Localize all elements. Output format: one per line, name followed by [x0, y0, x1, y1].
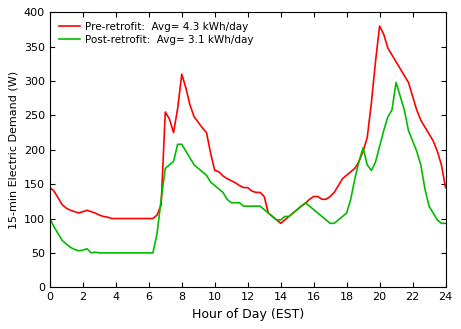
X-axis label: Hour of Day (EST): Hour of Day (EST) — [192, 308, 304, 321]
Post-retrofit:  Avg= 3.1 kWh/day: (6.5, 78): Avg= 3.1 kWh/day: (6.5, 78) — [154, 232, 160, 236]
Y-axis label: 15-min Electric Demand (W): 15-min Electric Demand (W) — [8, 71, 18, 229]
Pre-retrofit:  Avg= 4.3 kWh/day: (12, 145): Avg= 4.3 kWh/day: (12, 145) — [245, 186, 250, 190]
Post-retrofit:  Avg= 3.1 kWh/day: (21, 298): Avg= 3.1 kWh/day: (21, 298) — [393, 81, 399, 85]
Legend: Pre-retrofit:  Avg= 4.3 kWh/day, Post-retrofit:  Avg= 3.1 kWh/day: Pre-retrofit: Avg= 4.3 kWh/day, Post-ret… — [55, 17, 258, 49]
Pre-retrofit:  Avg= 4.3 kWh/day: (0, 145): Avg= 4.3 kWh/day: (0, 145) — [47, 186, 53, 190]
Pre-retrofit:  Avg= 4.3 kWh/day: (1.75, 108): Avg= 4.3 kWh/day: (1.75, 108) — [76, 211, 82, 215]
Post-retrofit:  Avg= 3.1 kWh/day: (24, 93): Avg= 3.1 kWh/day: (24, 93) — [443, 221, 448, 225]
Line: Pre-retrofit:  Avg= 4.3 kWh/day: Pre-retrofit: Avg= 4.3 kWh/day — [50, 26, 445, 223]
Post-retrofit:  Avg= 3.1 kWh/day: (14, 98): Avg= 3.1 kWh/day: (14, 98) — [278, 218, 284, 222]
Post-retrofit:  Avg= 3.1 kWh/day: (1.75, 53): Avg= 3.1 kWh/day: (1.75, 53) — [76, 249, 82, 253]
Pre-retrofit:  Avg= 4.3 kWh/day: (13.8, 98): Avg= 4.3 kWh/day: (13.8, 98) — [274, 218, 279, 222]
Post-retrofit:  Avg= 3.1 kWh/day: (2.5, 50): Avg= 3.1 kWh/day: (2.5, 50) — [89, 251, 94, 255]
Post-retrofit:  Avg= 3.1 kWh/day: (18.8, 183): Avg= 3.1 kWh/day: (18.8, 183) — [356, 160, 362, 164]
Post-retrofit:  Avg= 3.1 kWh/day: (0, 100): Avg= 3.1 kWh/day: (0, 100) — [47, 216, 53, 220]
Post-retrofit:  Avg= 3.1 kWh/day: (12.2, 118): Avg= 3.1 kWh/day: (12.2, 118) — [249, 204, 254, 208]
Pre-retrofit:  Avg= 4.3 kWh/day: (6.25, 100): Avg= 4.3 kWh/day: (6.25, 100) — [150, 216, 156, 220]
Pre-retrofit:  Avg= 4.3 kWh/day: (0.75, 120): Avg= 4.3 kWh/day: (0.75, 120) — [59, 203, 65, 207]
Pre-retrofit:  Avg= 4.3 kWh/day: (20, 380): Avg= 4.3 kWh/day: (20, 380) — [377, 24, 382, 28]
Pre-retrofit:  Avg= 4.3 kWh/day: (18.8, 183): Avg= 4.3 kWh/day: (18.8, 183) — [356, 160, 362, 164]
Pre-retrofit:  Avg= 4.3 kWh/day: (24, 145): Avg= 4.3 kWh/day: (24, 145) — [443, 186, 448, 190]
Line: Post-retrofit:  Avg= 3.1 kWh/day: Post-retrofit: Avg= 3.1 kWh/day — [50, 83, 445, 253]
Pre-retrofit:  Avg= 4.3 kWh/day: (14, 93): Avg= 4.3 kWh/day: (14, 93) — [278, 221, 284, 225]
Post-retrofit:  Avg= 3.1 kWh/day: (0.75, 68): Avg= 3.1 kWh/day: (0.75, 68) — [59, 239, 65, 242]
